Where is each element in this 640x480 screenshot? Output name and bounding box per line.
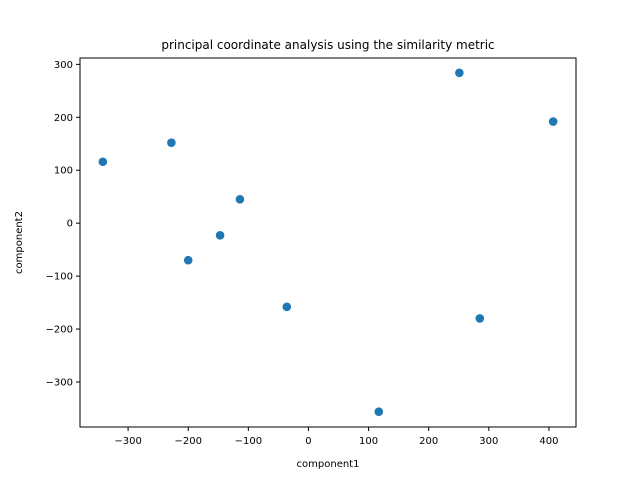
y-tick-label: 200	[54, 113, 73, 124]
x-axis-label: component1	[297, 459, 360, 470]
chart-title: principal coordinate analysis using the …	[161, 38, 494, 52]
data-point	[183, 255, 193, 265]
y-tick-label: −300	[46, 378, 73, 389]
y-axis-label: component2	[14, 211, 25, 274]
x-tick-label: −300	[114, 436, 141, 447]
x-tick-label: −200	[174, 436, 201, 447]
data-point	[98, 157, 108, 167]
points-layer	[98, 68, 558, 416]
data-point	[475, 314, 485, 323]
data-point	[167, 138, 176, 148]
x-tick-label: 300	[479, 436, 498, 447]
y-axis: −300 −200 −100 0 100 200 300	[46, 60, 80, 389]
data-point	[282, 302, 292, 312]
data-point	[455, 68, 464, 78]
y-tick-label: 300	[54, 60, 73, 71]
data-point	[235, 195, 245, 204]
data-point	[374, 407, 384, 416]
y-tick-label: 0	[67, 219, 73, 230]
y-tick-label: −200	[46, 325, 73, 336]
x-tick-label: 0	[305, 436, 311, 447]
x-tick-label: 400	[539, 436, 558, 447]
y-tick-label: 100	[54, 166, 73, 177]
data-point	[548, 117, 558, 126]
plot-frame	[79, 57, 577, 428]
x-tick-label: −100	[235, 436, 262, 447]
x-axis: −300 −200 −100 0 100 200 300 400	[114, 427, 558, 447]
data-point	[215, 231, 225, 240]
y-tick-label: −100	[46, 272, 73, 283]
x-tick-label: 200	[419, 436, 438, 447]
x-tick-label: 100	[359, 436, 378, 447]
